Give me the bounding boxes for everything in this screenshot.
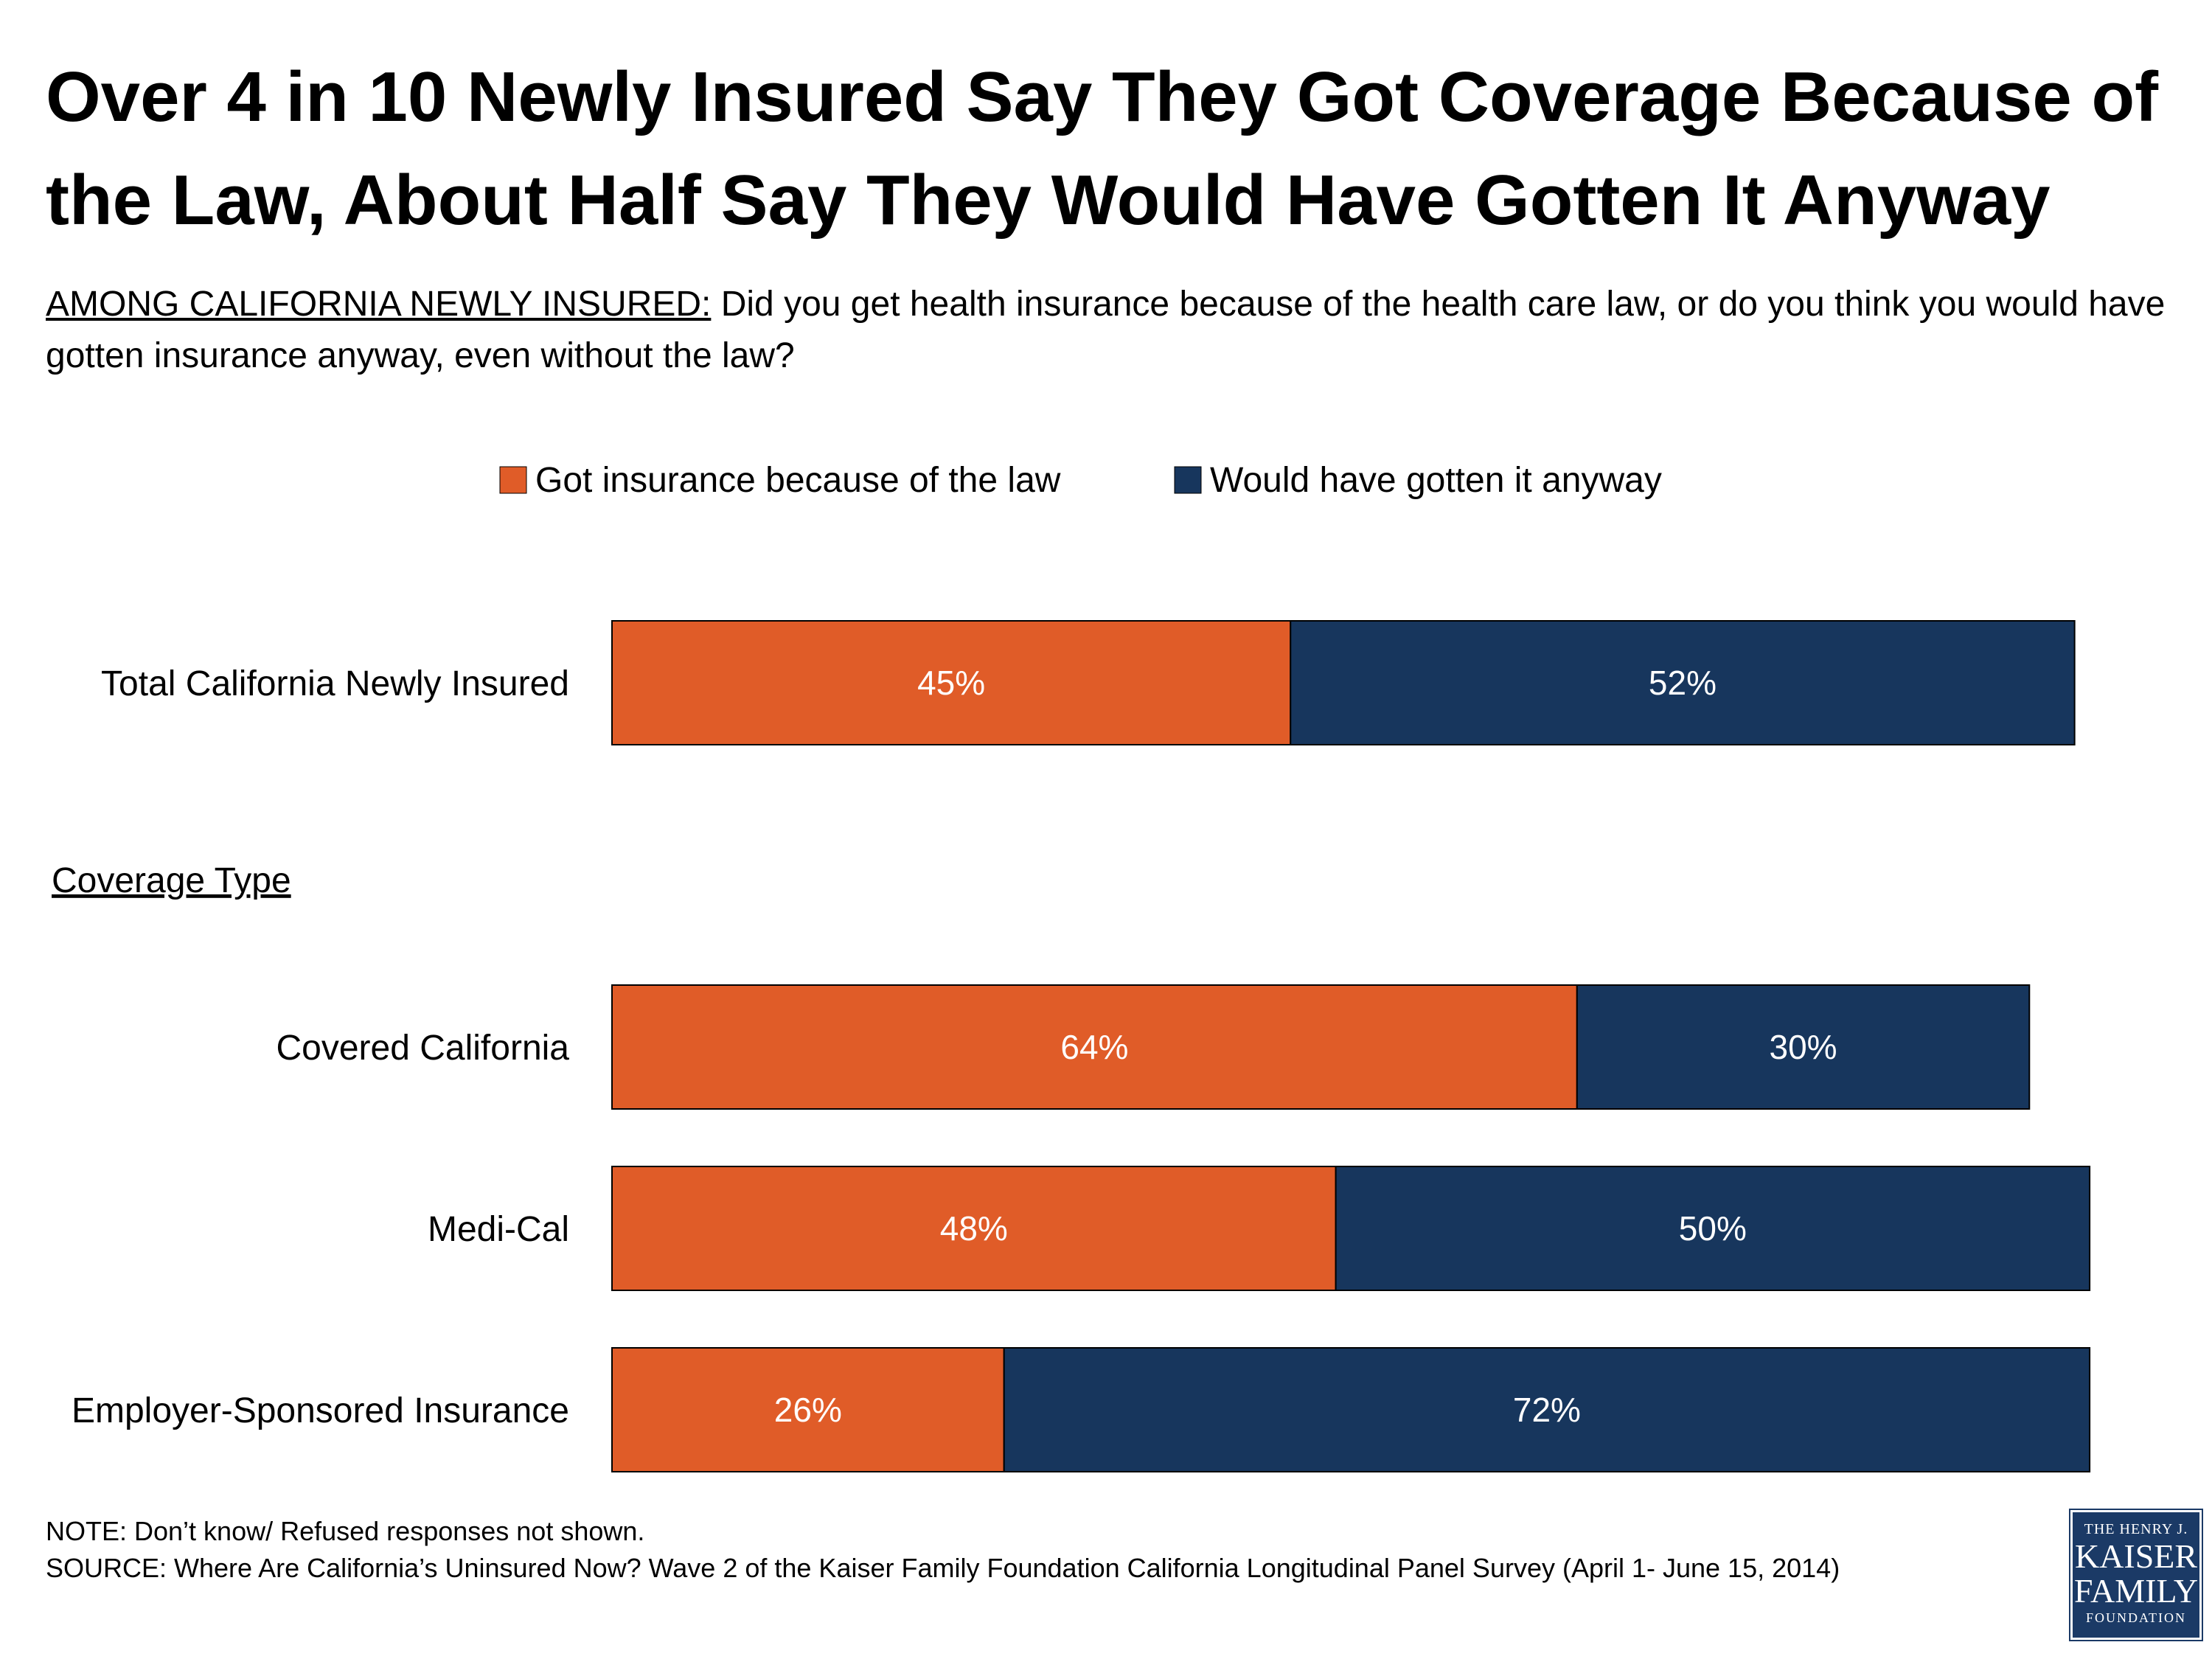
logo-line-1: THE HENRY J. <box>2084 1521 2188 1537</box>
bar-employer-sponsored-insurance-got-insurance-because-of-the-law <box>611 1347 1005 1472</box>
legend-label-would-have-gotten-it-anyway: Would have gotten it anyway <box>1210 461 1662 500</box>
bar-medi-cal-got-insurance-because-of-the-law <box>611 1166 1337 1291</box>
legend-swatch-would-have-gotten-it-anyway <box>1174 466 1202 494</box>
data-label-employer-sponsored-insurance-would-have-gotten-it-anyway: 72% <box>1513 1391 1581 1429</box>
chart-title: Over 4 in 10 Newly Insured Say They Got … <box>46 58 2159 240</box>
logo-line-4: FOUNDATION <box>2086 1610 2186 1625</box>
category-label-total-california-newly-insured: Total California Newly Insured <box>101 664 569 703</box>
kff-logo: THE HENRY J. KAISER FAMILY FOUNDATION <box>2069 1509 2203 1641</box>
section-label-coverage-type: Coverage Type <box>52 861 291 900</box>
logo-line-2: KAISER <box>2074 1537 2198 1575</box>
data-label-total-california-newly-insured-got-insurance-because-of-the-law: 45% <box>917 664 985 702</box>
bar-total-california-newly-insured-got-insurance-because-of-the-law <box>611 620 1292 745</box>
subtitle-question: Did you get health insurance because of … <box>46 285 2166 375</box>
legend-swatch-got-insurance-because-of-the-law <box>499 466 527 494</box>
category-label-line: Total California Newly Insured <box>101 664 569 703</box>
data-label-covered-california-got-insurance-because-of-the-law: 64% <box>1060 1028 1128 1066</box>
chart-subtitle: AMONG CALIFORNIA NEWLY INSURED: Did you … <box>46 279 2169 382</box>
category-label-line: Employer-Sponsored Insurance <box>72 1391 569 1430</box>
bar-total-california-newly-insured-would-have-gotten-it-anyway <box>1290 620 2076 745</box>
bar-covered-california-got-insurance-because-of-the-law <box>611 984 1578 1110</box>
data-label-medi-cal-got-insurance-because-of-the-law: 48% <box>940 1209 1008 1248</box>
footnote: NOTE: Don’t know/ Refused responses not … <box>46 1513 2037 1587</box>
data-label-medi-cal-would-have-gotten-it-anyway: 50% <box>1679 1209 1747 1248</box>
category-label-covered-california: Covered California <box>276 1029 569 1068</box>
category-label-medi-cal: Medi-Cal <box>428 1210 569 1249</box>
legend-label-got-insurance-because-of-the-law: Got insurance because of the law <box>535 461 1061 500</box>
data-label-covered-california-would-have-gotten-it-anyway: 30% <box>1770 1028 1837 1066</box>
subtitle-prefix: AMONG CALIFORNIA NEWLY INSURED: <box>46 285 712 324</box>
source-text: SOURCE: Where Are California’s Uninsured… <box>46 1553 1840 1583</box>
category-label-line: Medi-Cal <box>428 1210 569 1249</box>
category-label-employer-sponsored-insurance: Employer-Sponsored Insurance <box>72 1391 569 1430</box>
bar-employer-sponsored-insurance-would-have-gotten-it-anyway <box>1003 1347 2091 1472</box>
stacked-bar-chart: Got insurance because of the law Would ha… <box>52 461 2091 1472</box>
bar-medi-cal-would-have-gotten-it-anyway <box>1335 1166 2091 1291</box>
category-labels: Coverage Type Total California Newly Insu… <box>52 664 569 1430</box>
bar-covered-california-would-have-gotten-it-anyway <box>1576 984 2031 1110</box>
note-text: NOTE: Don’t know/ Refused responses not … <box>46 1516 645 1546</box>
category-label-line: Covered California <box>276 1029 569 1068</box>
data-label-employer-sponsored-insurance-got-insurance-because-of-the-law: 26% <box>774 1391 842 1429</box>
logo-line-3: FAMILY <box>2073 1572 2199 1610</box>
data-label-total-california-newly-insured-would-have-gotten-it-anyway: 52% <box>1649 664 1717 702</box>
bar-area: 45% 52% 64% 30% 48% 50% 26% 72% <box>611 620 2091 1472</box>
chart-legend: Got insurance because of the law Would ha… <box>499 461 1662 500</box>
